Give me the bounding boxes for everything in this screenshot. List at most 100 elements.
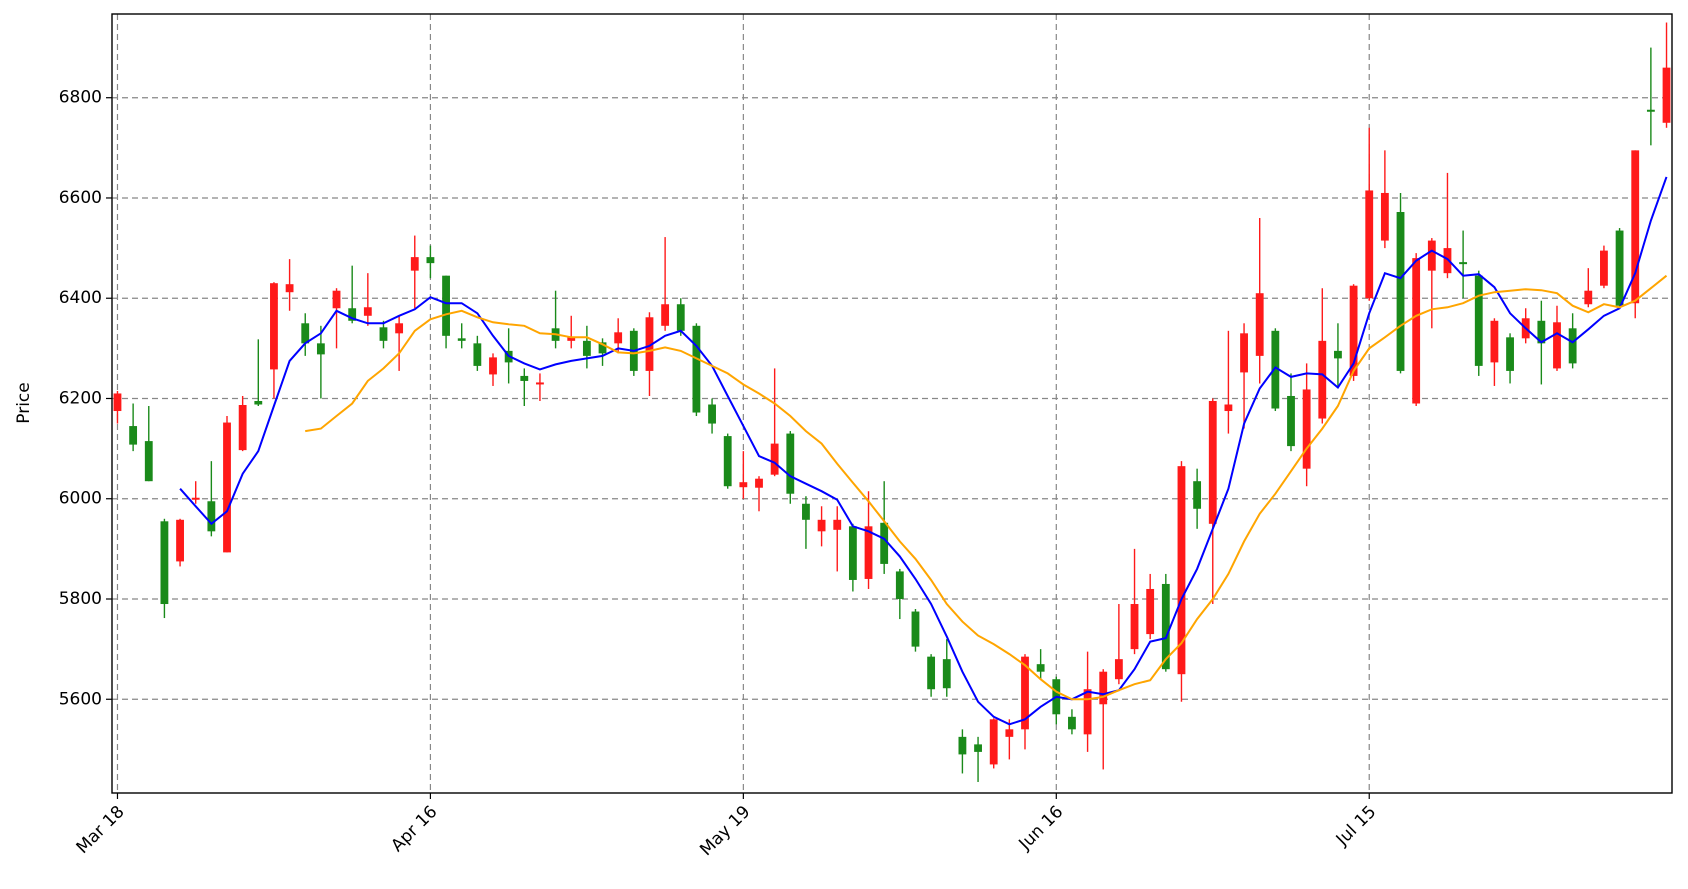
candle-body xyxy=(1334,350,1342,359)
candle-body xyxy=(958,736,967,755)
candle-body xyxy=(1380,192,1389,241)
candle-body xyxy=(1021,656,1029,730)
candle-body xyxy=(1287,395,1295,447)
candle-body xyxy=(770,443,779,475)
candle-body xyxy=(395,323,404,334)
candle-body xyxy=(1318,340,1327,419)
candle-body xyxy=(567,337,576,341)
candle-body xyxy=(1490,320,1499,363)
candle-body xyxy=(786,433,795,494)
candle-body xyxy=(1349,285,1358,376)
y-tick-label: 6400 xyxy=(59,288,102,308)
candle-body xyxy=(254,400,263,405)
candle-body xyxy=(1005,729,1014,737)
candle-body xyxy=(332,290,341,309)
candle-body xyxy=(426,257,435,264)
candle-body xyxy=(473,343,482,366)
candle-body xyxy=(1068,716,1076,730)
candle-body xyxy=(1631,150,1640,304)
candle-body xyxy=(1412,258,1421,404)
candle-body xyxy=(129,426,138,445)
candle-body xyxy=(1396,212,1405,371)
candle-body xyxy=(379,327,388,341)
candle-body xyxy=(113,393,122,412)
candle-body xyxy=(191,497,200,500)
candle-body xyxy=(1506,337,1514,371)
candle-body xyxy=(442,275,450,336)
candle-body xyxy=(1208,400,1217,524)
candle-body xyxy=(301,323,310,344)
moving-average-line xyxy=(305,274,1668,701)
candle-body xyxy=(1615,230,1624,306)
candle-body xyxy=(489,357,497,375)
y-tick-label: 6600 xyxy=(59,188,102,208)
candle-body xyxy=(1240,333,1248,373)
candle-body xyxy=(911,611,920,647)
candle-body xyxy=(1161,583,1170,670)
candle-body xyxy=(1600,250,1608,286)
y-axis-label: Price xyxy=(14,382,34,423)
candle-body xyxy=(1427,240,1436,271)
candle-body xyxy=(1474,275,1483,366)
plot-frame xyxy=(111,13,1673,794)
candle-body xyxy=(1443,248,1452,274)
moving-average-line xyxy=(179,176,1668,726)
candle-body xyxy=(1255,293,1264,356)
candle-body xyxy=(864,526,873,579)
candle-body xyxy=(1036,664,1045,672)
candle-body xyxy=(536,382,544,385)
candle-body xyxy=(676,304,685,331)
y-tick-label: 6800 xyxy=(59,88,102,108)
candle-body xyxy=(895,571,904,600)
candle-body xyxy=(160,521,169,605)
candle-body xyxy=(285,284,294,293)
candle-body xyxy=(942,659,951,689)
candle-body xyxy=(1365,190,1374,299)
candle-body xyxy=(817,519,826,532)
candle-body xyxy=(1114,659,1123,680)
candle-body xyxy=(144,441,153,482)
candle-body xyxy=(316,343,325,355)
candle-body xyxy=(989,719,998,765)
candle-body xyxy=(176,519,184,562)
candle-body xyxy=(1271,330,1280,409)
y-tick-label: 5600 xyxy=(59,689,102,709)
candle-body xyxy=(363,307,372,316)
y-tick-label: 5800 xyxy=(59,589,102,609)
candle-body xyxy=(802,503,810,520)
candle-body xyxy=(1099,671,1108,705)
candle-body xyxy=(270,283,278,370)
candle-body xyxy=(1553,322,1561,369)
candle-body xyxy=(614,332,623,344)
y-tick-label: 6000 xyxy=(59,489,102,509)
candle-body xyxy=(739,482,748,488)
candle-body xyxy=(880,522,889,564)
candle-body xyxy=(645,317,654,371)
candle-body xyxy=(410,257,419,271)
candle-body xyxy=(1130,604,1139,650)
candle-body xyxy=(927,656,936,690)
candle-body xyxy=(974,744,982,752)
candle-body xyxy=(755,478,763,488)
candle-body xyxy=(348,308,357,321)
candle-body xyxy=(1224,404,1233,412)
candle-body xyxy=(457,338,466,341)
candle-body xyxy=(582,340,591,356)
candle-body xyxy=(1584,290,1593,305)
candle-body xyxy=(1193,481,1202,509)
candle-body xyxy=(723,436,732,487)
candle-body xyxy=(1537,320,1546,344)
candle-body xyxy=(223,422,231,553)
candle-body xyxy=(692,325,701,413)
candle-body xyxy=(833,519,842,530)
candle-body xyxy=(848,526,857,580)
candle-body xyxy=(1662,67,1671,123)
candle-body xyxy=(661,304,670,326)
candle-body xyxy=(520,375,529,381)
candle-body xyxy=(598,342,607,354)
candle-body xyxy=(1459,262,1468,265)
y-tick-label: 6200 xyxy=(59,388,102,408)
candle-body xyxy=(1302,389,1311,469)
candle-body xyxy=(1146,588,1155,635)
